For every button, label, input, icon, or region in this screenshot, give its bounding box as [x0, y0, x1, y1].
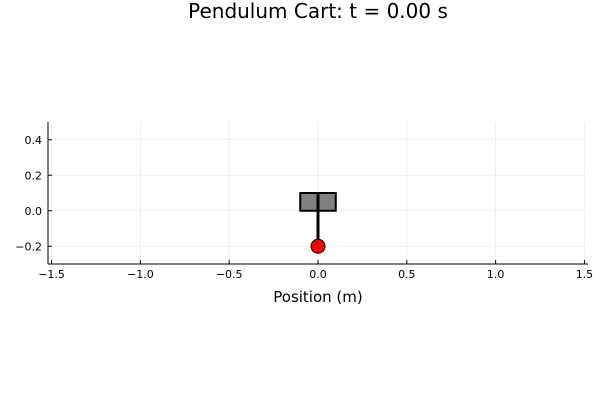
- x-tick-label-1: −1.0: [127, 268, 154, 281]
- plot-marks: [299, 192, 337, 254]
- x-ticks: −1.5 −1.0 −0.5 0.0 0.5 1.0 1.5: [38, 260, 593, 281]
- x-tick-label-2: −0.5: [216, 268, 243, 281]
- x-tick-label-6: 1.5: [576, 268, 594, 281]
- chart-title: Pendulum Cart: t = 0.00 s: [188, 0, 448, 23]
- y-tick-label-3: 0.4: [25, 134, 43, 147]
- y-tick-label-0: −0.2: [15, 240, 42, 253]
- x-tick-label-3: 0.0: [309, 268, 327, 281]
- pendulum-bob: [310, 238, 326, 254]
- x-tick-label-5: 1.0: [487, 268, 505, 281]
- y-tick-label-1: 0.0: [25, 205, 43, 218]
- y-ticks: −0.2 0.0 0.2 0.4: [15, 134, 52, 253]
- x-tick-label-4: 0.5: [398, 268, 416, 281]
- x-axis-label: Position (m): [273, 288, 363, 306]
- y-tick-label-2: 0.2: [25, 169, 43, 182]
- x-tick-label-0: −1.5: [38, 268, 65, 281]
